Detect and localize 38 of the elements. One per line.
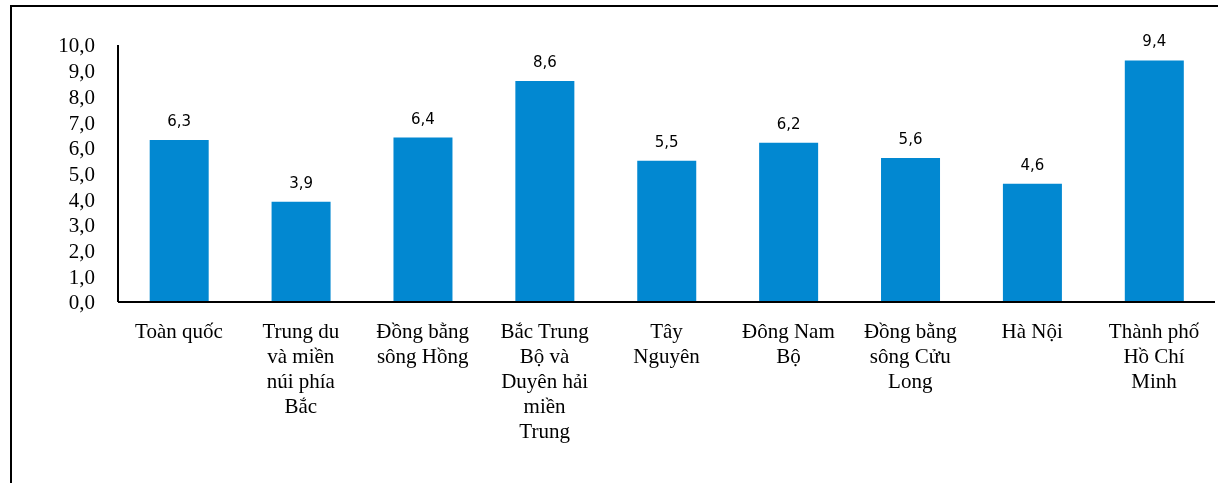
data-label: 8,6	[532, 52, 557, 71]
y-tick-label: 3,0	[68, 213, 95, 238]
bar	[271, 201, 331, 302]
bar	[1124, 60, 1184, 302]
y-tick-label: 10,0	[58, 33, 95, 58]
x-tick-label: Toàn quốc	[135, 319, 223, 343]
y-tick-label: 7,0	[68, 110, 95, 135]
y-tick-label: 8,0	[68, 84, 95, 109]
x-tick-label: Đồng bằng sông Cửu Long	[863, 319, 958, 393]
y-tick-label: 0,0	[68, 290, 95, 315]
data-label: 9,4	[1142, 32, 1167, 51]
data-label: 5,6	[898, 130, 923, 149]
data-label: 6,4	[411, 109, 435, 128]
y-tick-label: 9,0	[68, 59, 95, 84]
data-label: 5,5	[654, 132, 679, 151]
x-tick-label: Tây Nguyên	[633, 319, 701, 368]
bar	[637, 160, 697, 302]
x-tick-label: Đông Nam Bộ	[742, 319, 835, 368]
bar	[149, 140, 209, 302]
x-tick-label: Bắc Trung Bộ và Duyên hải miền Trung	[500, 319, 590, 443]
bar	[515, 80, 575, 302]
bar	[881, 158, 941, 302]
y-tick-label: 1,0	[68, 264, 95, 289]
bar	[393, 137, 453, 302]
y-tick-label: 5,0	[68, 161, 95, 186]
bar	[759, 142, 819, 302]
y-tick-label: 4,0	[68, 187, 95, 212]
data-label: 6,2	[776, 114, 801, 133]
data-label: 4,6	[1020, 155, 1045, 174]
bar	[1002, 183, 1062, 302]
data-label: 3,9	[289, 173, 314, 192]
x-tick-label: Đồng bằng sông Hồng	[376, 319, 470, 368]
y-tick-label: 2,0	[68, 239, 95, 264]
x-tick-label: Thành phố Hồ Chí Minh	[1108, 319, 1200, 393]
x-tick-label: Hà Nội	[1001, 319, 1063, 343]
y-tick-label: 6,0	[68, 136, 95, 161]
data-label: 6,3	[167, 112, 192, 131]
x-tick-label: Trung du và miền núi phía Bắc	[262, 319, 340, 418]
